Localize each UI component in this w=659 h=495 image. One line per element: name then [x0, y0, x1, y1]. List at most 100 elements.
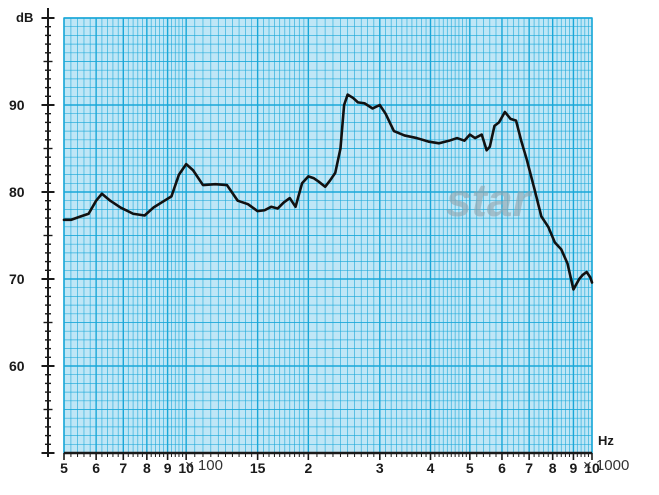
data-point — [334, 172, 336, 174]
x-tick-label: 8 — [549, 460, 557, 476]
data-point — [347, 93, 349, 96]
data-point — [324, 186, 326, 188]
data-point — [533, 187, 535, 189]
data-point — [120, 207, 122, 209]
data-point — [515, 120, 517, 122]
data-point — [427, 140, 429, 143]
data-point — [132, 213, 134, 215]
data-point — [566, 262, 569, 264]
data-point — [349, 95, 352, 97]
data-point — [202, 184, 204, 186]
data-point — [560, 248, 562, 251]
data-point — [257, 210, 259, 212]
data-point — [438, 142, 440, 144]
data-point — [339, 147, 342, 150]
data-point — [372, 107, 374, 110]
data-point — [591, 281, 593, 284]
y-tick-label: 60 — [9, 358, 25, 374]
y-tick-label: 80 — [9, 184, 25, 200]
x-multiplier-high: × 1000 — [583, 457, 629, 474]
data-point — [263, 209, 266, 211]
data-point — [214, 183, 216, 185]
data-point — [226, 184, 228, 186]
y-axis-unit-label: dB — [16, 10, 33, 25]
data-point — [379, 104, 381, 106]
grid-lines — [63, 17, 593, 454]
x-tick-label: 9 — [570, 460, 578, 476]
data-point — [343, 104, 345, 106]
x-tick-label: 3 — [376, 460, 384, 476]
data-point — [493, 125, 496, 127]
data-point — [237, 200, 239, 202]
x-tick-label: 7 — [525, 460, 533, 476]
data-point — [582, 274, 584, 276]
x-tick-label: 15 — [250, 460, 266, 476]
watermark-logo: star — [446, 174, 532, 226]
data-point — [547, 226, 549, 228]
data-point — [572, 288, 575, 291]
data-point — [88, 213, 90, 215]
data-point — [80, 215, 82, 217]
data-point — [498, 121, 500, 123]
data-point — [152, 207, 154, 209]
x-tick-label: 10 — [178, 460, 194, 476]
data-point — [70, 219, 72, 221]
data-point — [586, 271, 588, 273]
data-point — [384, 113, 387, 115]
data-point — [63, 219, 65, 221]
data-point — [578, 278, 580, 280]
data-point — [463, 140, 466, 142]
x-tick-label: 5 — [466, 460, 474, 476]
data-point — [270, 206, 272, 208]
data-point — [520, 140, 523, 143]
data-point — [289, 197, 291, 199]
data-points — [63, 93, 593, 291]
data-point — [489, 146, 491, 148]
data-point — [526, 158, 528, 160]
data-point — [294, 206, 297, 208]
data-point — [469, 133, 471, 136]
x-tick-label: 6 — [92, 460, 100, 476]
x-tick-label: 5 — [60, 460, 68, 476]
x-tick-label: 10 — [584, 460, 600, 476]
data-point — [277, 207, 279, 210]
data-point — [301, 182, 303, 184]
data-point — [416, 137, 418, 139]
x-tick-label: 9 — [164, 460, 172, 476]
data-point — [329, 180, 331, 182]
data-point — [504, 111, 506, 113]
data-point — [448, 140, 450, 142]
data-point — [554, 241, 556, 244]
data-point — [403, 134, 406, 137]
data-point — [161, 201, 163, 204]
y-tick-label: 70 — [9, 271, 25, 287]
x-tick-label: 8 — [143, 460, 151, 476]
data-point — [393, 130, 395, 132]
data-point — [589, 276, 591, 278]
data-point — [283, 201, 285, 204]
data-point — [101, 193, 103, 195]
data-point — [144, 214, 146, 217]
x-tick-label: 4 — [427, 460, 435, 476]
data-point — [192, 169, 194, 171]
x-axis-unit-label: Hz — [598, 433, 614, 448]
data-point — [318, 180, 320, 183]
data-point — [486, 149, 488, 151]
data-point — [363, 102, 366, 104]
x-tick-label: 6 — [498, 460, 506, 476]
y-tick-label: 90 — [9, 97, 25, 113]
data-point — [312, 177, 315, 179]
data-point — [509, 118, 512, 120]
x-multiplier-low: × 100 — [185, 457, 223, 474]
data-point — [456, 137, 458, 139]
data-point — [178, 174, 180, 176]
y-axis: 60 70 80 90 — [9, 8, 55, 457]
data-point — [357, 101, 359, 103]
data-point — [170, 195, 173, 197]
x-tick-label: 7 — [119, 460, 127, 476]
data-point — [481, 133, 483, 136]
data-point — [185, 163, 187, 165]
data-point — [352, 97, 354, 99]
x-axis-tick-labels: 5 6 7 8 9 10 15 2 3 4 5 6 7 8 9 10 — [60, 451, 600, 476]
